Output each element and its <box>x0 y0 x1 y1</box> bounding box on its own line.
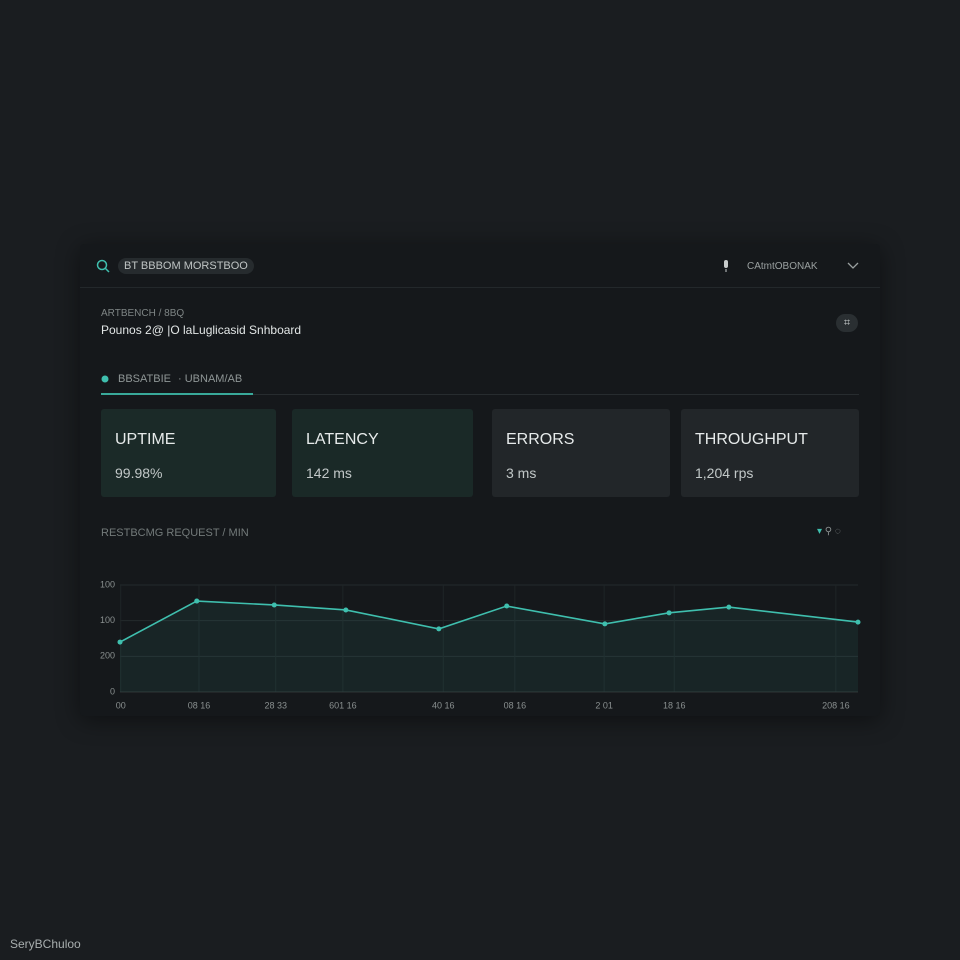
x-tick-label: 18 16 <box>663 700 686 710</box>
series-line <box>119 600 859 643</box>
data-point <box>602 621 608 627</box>
y-tick-label: 200 <box>100 651 115 661</box>
active-tab-indicator <box>101 393 253 395</box>
watermark: SeryBChuloo <box>10 937 81 951</box>
y-tick-label: 100 <box>100 615 115 625</box>
tab-divider <box>101 394 859 395</box>
series-area <box>120 601 858 692</box>
data-point <box>666 610 672 616</box>
card-label: UPTIME <box>115 431 176 448</box>
card-value: 99.98% <box>115 465 163 481</box>
stat-card: ERRORS 3 ms <box>492 409 670 497</box>
card-label: THROUGHPUT <box>695 431 808 448</box>
y-tick-label: 0 <box>110 686 115 696</box>
tab[interactable]: BBSATBIE <box>118 373 171 385</box>
user-name[interactable]: CAtmtOBONAK <box>747 261 818 272</box>
data-point <box>436 626 442 632</box>
data-point <box>117 639 123 645</box>
card-label: LATENCY <box>306 431 379 448</box>
x-tick-label: 2 01 <box>595 700 613 710</box>
x-tick-label: 601 16 <box>329 700 357 710</box>
mic-icon[interactable] <box>720 259 732 273</box>
card-value: 1,204 rps <box>695 465 754 481</box>
stat-card: LATENCY 142 ms <box>292 409 473 497</box>
stat-card: UPTIME 99.98% <box>101 409 276 497</box>
x-tick-label: 00 <box>116 700 126 710</box>
data-point <box>271 602 277 608</box>
card-value: 3 ms <box>506 465 537 481</box>
data-point <box>343 607 349 613</box>
card-value: 142 ms <box>306 465 352 481</box>
data-point <box>194 598 200 604</box>
settings-button[interactable]: ⌗ <box>836 314 858 332</box>
dashboard-panel: BT BBBOM MORSTBOO CAtmtOBONAK ARTBENCH /… <box>80 244 880 716</box>
y-tick-label: 100 <box>100 579 115 589</box>
x-tick-label: 08 16 <box>504 700 527 710</box>
stat-card: THROUGHPUT 1,204 rps <box>681 409 859 497</box>
tab[interactable]: · UBNAM/AB <box>178 373 243 385</box>
search-icon <box>96 259 110 273</box>
search-box[interactable]: BT BBBOM MORSTBOO <box>118 258 254 274</box>
x-tick-label: 40 16 <box>432 700 455 710</box>
breadcrumb: ARTBENCH / 8BQ <box>101 308 185 319</box>
card-label: ERRORS <box>506 431 575 448</box>
data-point <box>504 603 510 609</box>
page-title: Pounos 2@ |O laLuglicasid Snhboard <box>101 323 302 337</box>
dropdown-icon[interactable] <box>847 262 859 270</box>
tab-dot <box>101 375 109 383</box>
x-tick-label: 28 33 <box>264 700 287 710</box>
data-point <box>855 619 861 625</box>
x-tick-label: 08 16 <box>188 700 211 710</box>
top-bar: BT BBBOM MORSTBOO CAtmtOBONAK <box>80 244 880 288</box>
x-tick-label: 208 16 <box>822 700 850 710</box>
chart-controls[interactable]: ▾ ⚲ ◌ <box>817 526 841 537</box>
data-point <box>726 604 732 610</box>
chart-title: RESTBCMG REQUEST / MIN <box>101 527 249 539</box>
line-chart: 0 200 100 100 00 08 16 28 33 601 16 40 16 08 16 2 … <box>100 579 861 710</box>
